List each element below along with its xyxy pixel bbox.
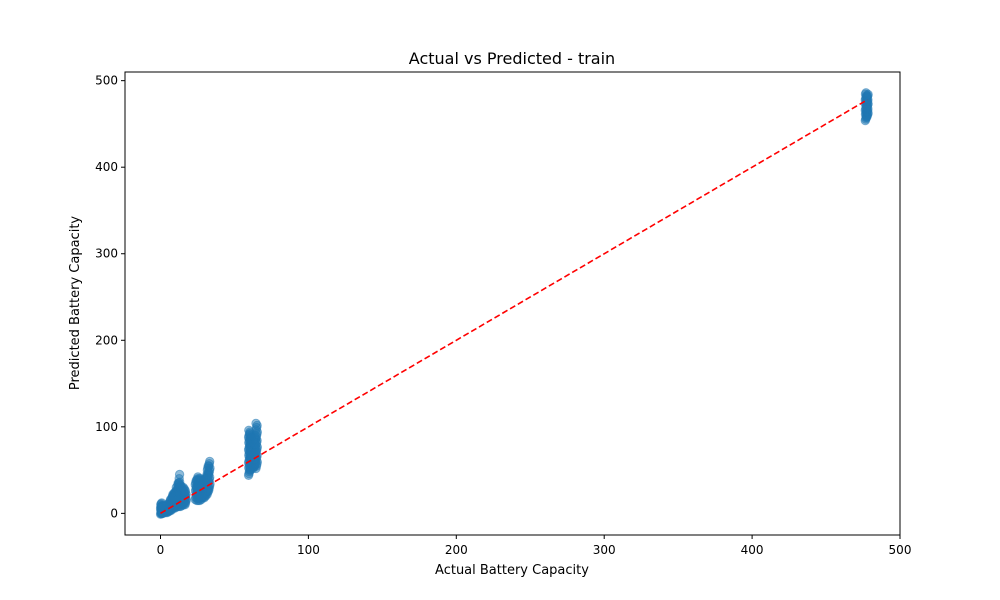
y-tick-label: 500 bbox=[95, 74, 118, 88]
data-points bbox=[155, 88, 873, 519]
x-tick-label: 100 bbox=[297, 543, 320, 557]
y-tick-label: 400 bbox=[95, 160, 118, 174]
x-tick-label: 400 bbox=[741, 543, 764, 557]
x-tick-label: 300 bbox=[593, 543, 616, 557]
plot-area-frame bbox=[124, 71, 901, 536]
y-tick-label: 300 bbox=[95, 247, 118, 261]
data-point bbox=[863, 89, 873, 100]
x-tick-label: 500 bbox=[889, 543, 912, 557]
y-tick-label: 0 bbox=[110, 506, 118, 520]
chart-title: Actual vs Predicted - train bbox=[409, 49, 615, 68]
data-point bbox=[180, 486, 191, 496]
x-axis-ticks: 0 100 200 300 400 500 bbox=[157, 535, 912, 557]
reference-line bbox=[160, 99, 868, 515]
y-axis-ticks: 0 100 200 300 400 500 bbox=[95, 74, 125, 520]
x-tick-label: 0 bbox=[157, 543, 165, 557]
data-point bbox=[205, 456, 215, 467]
y-tick-label: 100 bbox=[95, 420, 118, 434]
data-point bbox=[174, 469, 185, 480]
x-tick-label: 200 bbox=[445, 543, 468, 557]
y-axis-label: Predicted Battery Capacity bbox=[68, 216, 83, 391]
data-point bbox=[251, 418, 261, 429]
x-axis-label: Actual Battery Capacity bbox=[435, 563, 589, 578]
y-tick-label: 200 bbox=[95, 333, 118, 347]
